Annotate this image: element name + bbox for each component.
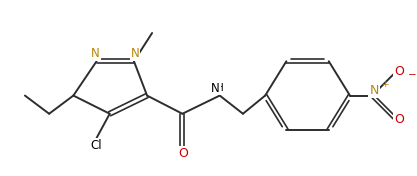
Text: O: O	[394, 113, 404, 126]
Text: −: −	[408, 70, 417, 80]
Text: N: N	[369, 84, 379, 96]
Text: H: H	[216, 83, 224, 93]
Text: N: N	[211, 81, 220, 95]
Text: O: O	[178, 147, 188, 160]
Text: N: N	[131, 47, 139, 60]
Text: Cl: Cl	[91, 139, 103, 152]
Text: +: +	[382, 80, 389, 89]
Text: N: N	[91, 47, 100, 60]
Text: O: O	[394, 65, 404, 78]
